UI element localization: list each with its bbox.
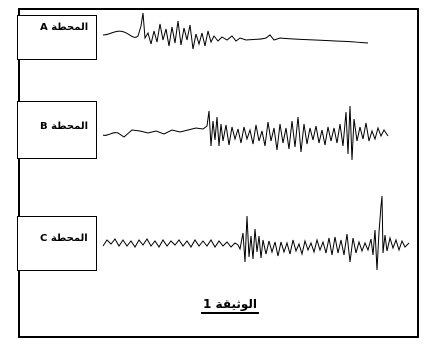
seismogram-trace-b [102,105,389,161]
station-box-b [17,101,97,159]
station-label-a: المحطة A [40,22,89,33]
station-box-a [17,15,97,60]
station-label-b: المحطة B [40,121,89,132]
document-caption: الوثيقة 1 [201,297,259,314]
seismogram-trace-c [102,195,410,271]
station-label-c: المحطة C [40,233,88,244]
station-box-c [17,216,97,271]
seismogram-trace-a [102,12,369,50]
document-frame [18,8,419,338]
